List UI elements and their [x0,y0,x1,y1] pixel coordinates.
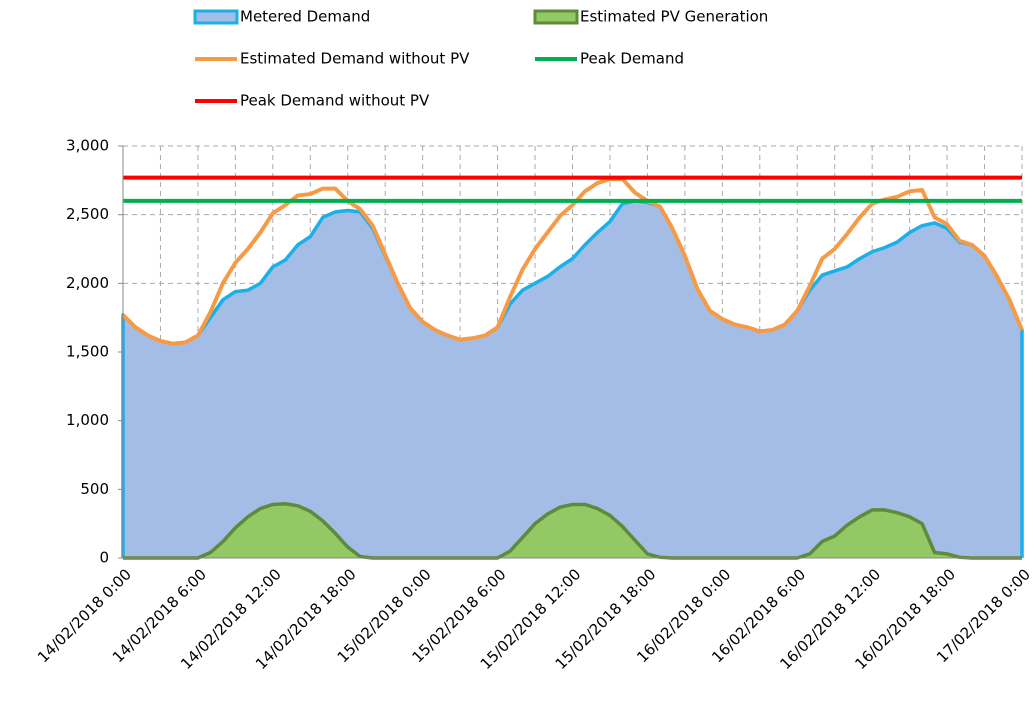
y-tick-label: 1,500 [66,343,109,361]
y-tick-label: 2,500 [66,205,109,223]
legend-swatch [193,9,239,25]
area [123,200,1022,558]
legend-label: Estimated PV Generation [580,8,768,26]
y-tick-label: 2,000 [66,274,109,292]
legend-label: Peak Demand without PV [240,92,430,110]
y-tick-label: 3,000 [66,137,109,155]
y-tick-label: 0 [99,549,109,567]
area [123,503,1022,558]
legend-label: Estimated Demand without PV [240,50,470,68]
y-tick-label: 1,000 [66,411,109,429]
legend-swatch [533,9,579,25]
area-outline [123,502,1022,560]
y-tick-label: 500 [80,480,109,498]
line [121,176,1024,346]
legend-label: Metered Demand [240,8,370,26]
area-outline [121,199,1024,558]
legend-label: Peak Demand [580,50,684,68]
